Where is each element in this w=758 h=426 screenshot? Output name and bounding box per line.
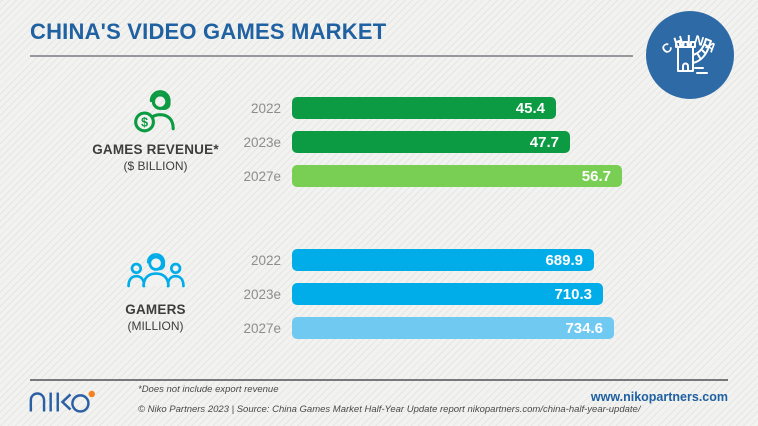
bar: 47.7 <box>292 131 570 153</box>
footer-divider <box>30 379 728 381</box>
source-attribution: © Niko Partners 2023 | Source: China Gam… <box>138 404 641 415</box>
year-label: 2027e <box>243 168 281 184</box>
gamers-section-legend: GAMERS (MILLION) <box>88 246 223 333</box>
revenue-section-title: GAMES REVENUE* <box>92 142 219 157</box>
bar-value: 689.9 <box>545 251 583 269</box>
page-title: CHINA'S VIDEO GAMES MARKET <box>30 19 387 44</box>
revenue-section-legend: $ GAMES REVENUE* ($ BILLION) <box>88 86 223 173</box>
bar-row: 2022 689.9 <box>238 249 718 271</box>
niko-logo-dot <box>88 390 95 398</box>
website-link[interactable]: www.nikopartners.com <box>590 390 728 404</box>
revenue-section: $ GAMES REVENUE* ($ BILLION) 2022 45.4 202… <box>0 86 758 201</box>
gamers-section-unit: (MILLION) <box>127 319 184 333</box>
revenue-headset-coin-icon: $ <box>88 86 223 136</box>
bar-value: 47.7 <box>529 133 559 151</box>
year-label: 2023e <box>243 286 281 302</box>
bar-row: 2023e 710.3 <box>238 283 718 305</box>
svg-text:$: $ <box>141 116 148 130</box>
year-label: 2027e <box>243 320 281 336</box>
bar-value: 710.3 <box>554 285 592 303</box>
gamers-bars: 2022 689.9 2023e 710.3 2027e 734.6 <box>238 249 718 351</box>
year-label: 2022 <box>250 252 281 268</box>
bar-row: 2027e 734.6 <box>238 317 718 339</box>
footnote-export-revenue: *Does not include export revenue <box>138 384 279 395</box>
china-badge-icon: CHINA <box>658 32 719 74</box>
china-badge: CHINA <box>646 11 734 99</box>
niko-logo <box>29 390 95 413</box>
bar: 45.4 <box>292 97 556 119</box>
gamers-section-title: GAMERS <box>125 302 186 317</box>
bar-row: 2022 45.4 <box>238 97 718 119</box>
bar: 56.7 <box>292 165 622 187</box>
gamers-section: GAMERS (MILLION) 2022 689.9 2023e 710.3 2027… <box>0 238 758 353</box>
title-divider <box>30 55 633 57</box>
gamers-people-icon <box>88 246 223 296</box>
bar: 710.3 <box>292 283 603 305</box>
year-label: 2022 <box>250 100 281 116</box>
revenue-bars: 2022 45.4 2023e 47.7 2027e 56.7 <box>238 97 718 199</box>
bar-value: 45.4 <box>515 99 545 117</box>
footnotes: *Does not include export revenue © Niko … <box>138 384 640 415</box>
bar-row: 2023e 47.7 <box>238 131 718 153</box>
bar-row: 2027e 56.7 <box>238 165 718 187</box>
bar-value: 734.6 <box>565 319 603 337</box>
bar: 734.6 <box>292 317 614 339</box>
bar-value: 56.7 <box>581 167 611 185</box>
bar: 689.9 <box>292 249 594 271</box>
great-wall-icon <box>675 38 712 74</box>
year-label: 2023e <box>243 134 281 150</box>
revenue-section-unit: ($ BILLION) <box>123 159 188 173</box>
